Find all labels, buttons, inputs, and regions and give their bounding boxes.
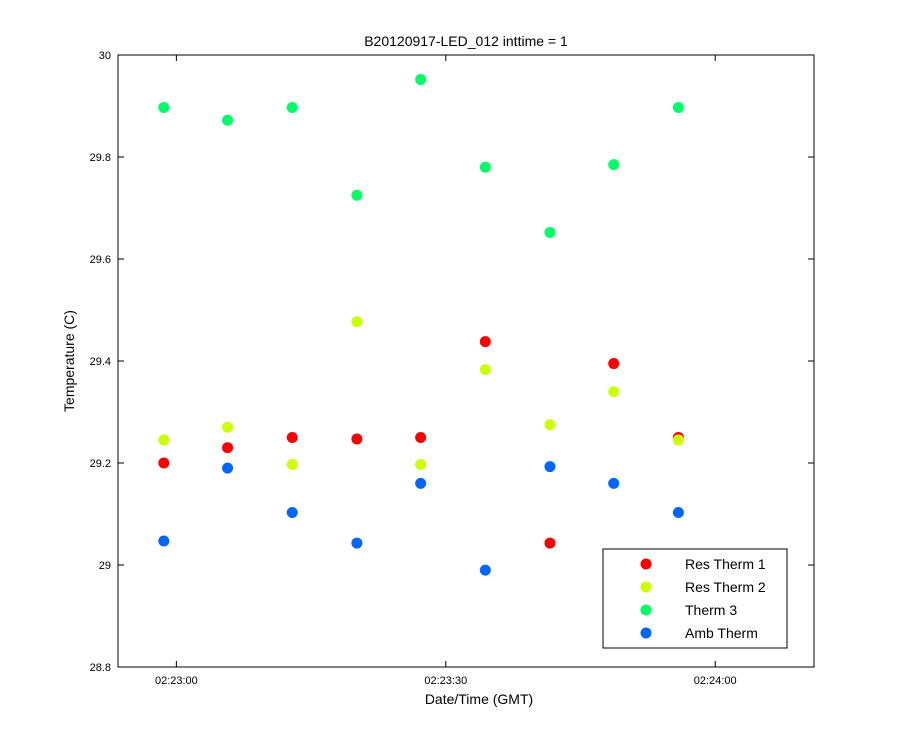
data-point — [351, 189, 363, 201]
axis-ticks: 02:23:00 02:23:30 02:24:00 28.8 29 29.2 29.4 29… — [90, 50, 814, 687]
data-point — [608, 477, 620, 489]
legend-marker — [640, 604, 652, 616]
data-point — [672, 434, 684, 446]
data-points — [158, 73, 684, 576]
y-tick-label: 29.8 — [90, 152, 111, 164]
data-point — [222, 442, 234, 454]
legend-label: Res Therm 2 — [685, 579, 766, 595]
legend-items: Res Therm 1 Res Therm 2 Therm 3 Amb Therm — [640, 556, 766, 641]
legend-marker — [640, 581, 652, 593]
data-point — [479, 161, 491, 173]
data-point — [158, 434, 170, 446]
data-point — [351, 433, 363, 445]
data-point — [544, 461, 556, 473]
series-therm-3 — [158, 73, 684, 238]
y-tick-label: 29.4 — [90, 356, 111, 368]
data-point — [608, 358, 620, 370]
series-amb-therm — [158, 461, 684, 576]
y-tick-label: 29 — [99, 560, 111, 572]
data-point — [544, 226, 556, 238]
data-point — [479, 364, 491, 376]
data-point — [608, 386, 620, 398]
y-tick-label: 29.2 — [90, 458, 111, 470]
data-point — [415, 432, 427, 443]
data-point — [286, 102, 298, 114]
data-point — [351, 316, 363, 328]
x-tick-label: 02:23:30 — [424, 675, 467, 687]
data-point — [222, 462, 234, 474]
data-point — [672, 102, 684, 114]
data-point — [222, 114, 234, 126]
legend-marker — [640, 627, 652, 639]
legend-label: Therm 3 — [685, 602, 737, 618]
data-point — [222, 421, 234, 433]
x-axis-label: Date/Time (GMT) — [425, 691, 533, 707]
data-point — [286, 459, 298, 471]
legend: Res Therm 1 Res Therm 2 Therm 3 Amb Therm — [602, 548, 788, 649]
y-tick-label: 30 — [99, 50, 111, 62]
data-point — [415, 73, 427, 85]
data-point — [672, 506, 684, 518]
data-point — [544, 419, 556, 431]
legend-label: Amb Therm — [685, 625, 758, 641]
legend-box — [602, 548, 788, 649]
data-point — [415, 459, 427, 471]
chart-title: B20120917-LED_012 inttime = 1 — [364, 33, 568, 49]
y-axis-label: Temperature (C) — [61, 310, 77, 412]
series-res-therm-1 — [158, 336, 684, 549]
y-tick-label: 28.8 — [90, 662, 111, 674]
data-point — [158, 457, 170, 469]
data-point — [415, 477, 427, 489]
legend-label: Res Therm 1 — [685, 556, 766, 572]
data-point — [158, 102, 170, 114]
data-point — [286, 506, 298, 518]
data-point — [479, 336, 491, 348]
data-point — [158, 535, 170, 547]
x-tick-label: 02:23:00 — [155, 675, 198, 687]
data-point — [286, 432, 298, 443]
legend-marker — [640, 558, 652, 570]
series-res-therm-2 — [158, 316, 684, 471]
data-point — [351, 537, 363, 549]
data-point — [608, 159, 620, 171]
data-point — [544, 537, 556, 549]
x-tick-label: 02:24:00 — [694, 675, 737, 687]
y-tick-label: 29.6 — [90, 254, 111, 266]
data-point — [479, 564, 491, 576]
